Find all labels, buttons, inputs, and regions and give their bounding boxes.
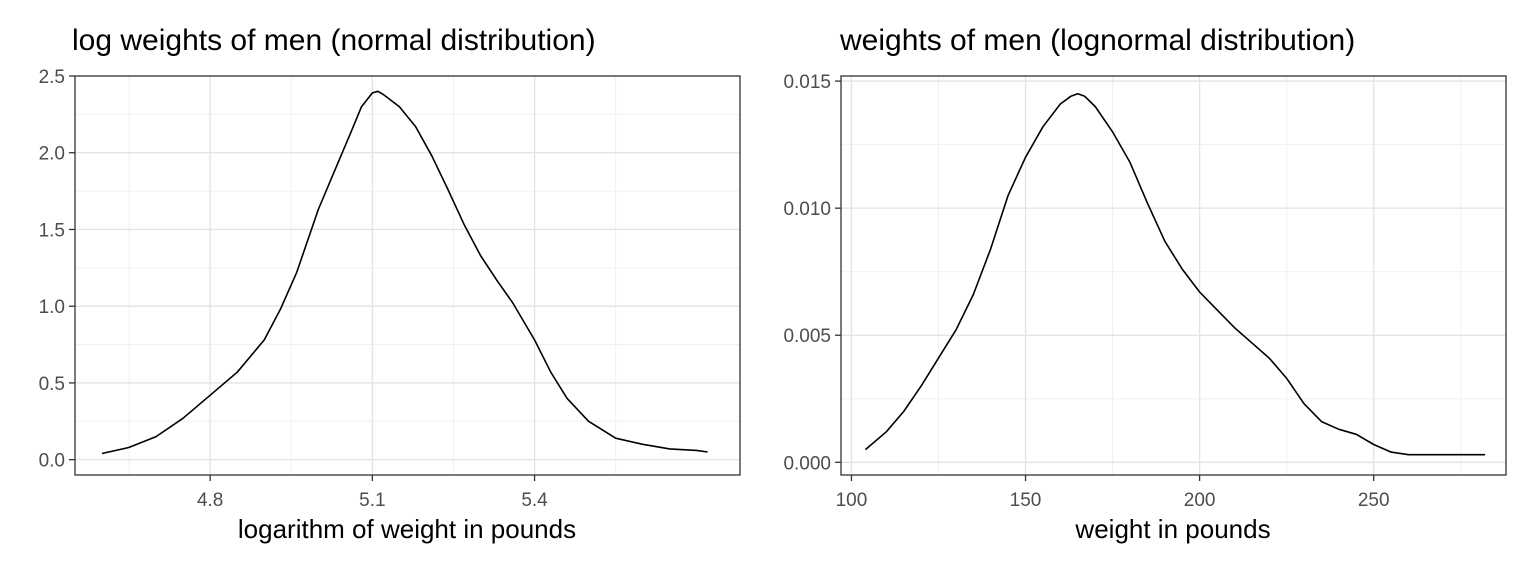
y-tick-label: 0.010	[783, 199, 831, 220]
y-tick-label: 0.000	[783, 453, 831, 474]
x-axis-label-left: logarithm of weight in pounds	[237, 514, 577, 544]
y-tick-label: 0.0	[39, 451, 65, 472]
chart-title-right: weights of men (lognormal distribution)	[840, 24, 1356, 57]
x-tick-label: 4.8	[197, 490, 223, 511]
x-tick-label: 200	[1184, 490, 1216, 511]
y-tick-label: 2.5	[39, 67, 65, 88]
density-line-right	[864, 93, 1486, 456]
y-tick-label: 1.5	[39, 220, 65, 241]
x-tick-label: 250	[1358, 490, 1390, 511]
density-line-left	[101, 90, 708, 455]
y-tick-label: 0.005	[783, 326, 831, 347]
chart-title-left: log weights of men (normal distribution)	[72, 24, 596, 57]
y-tick-label: 0.5	[39, 374, 65, 395]
x-tick-label: 5.4	[521, 490, 548, 511]
y-tick-label: 1.0	[39, 297, 65, 318]
y-tick-label: 0.015	[783, 72, 831, 93]
y-tick-label: 2.0	[39, 144, 65, 165]
x-axis-label-right: weight in pounds	[1075, 514, 1271, 544]
x-tick-label: 5.1	[359, 490, 385, 511]
x-tick-label: 150	[1010, 490, 1042, 511]
x-tick-label: 100	[836, 490, 868, 511]
panel-border-right	[840, 75, 1507, 476]
panel-border-left	[74, 75, 741, 476]
